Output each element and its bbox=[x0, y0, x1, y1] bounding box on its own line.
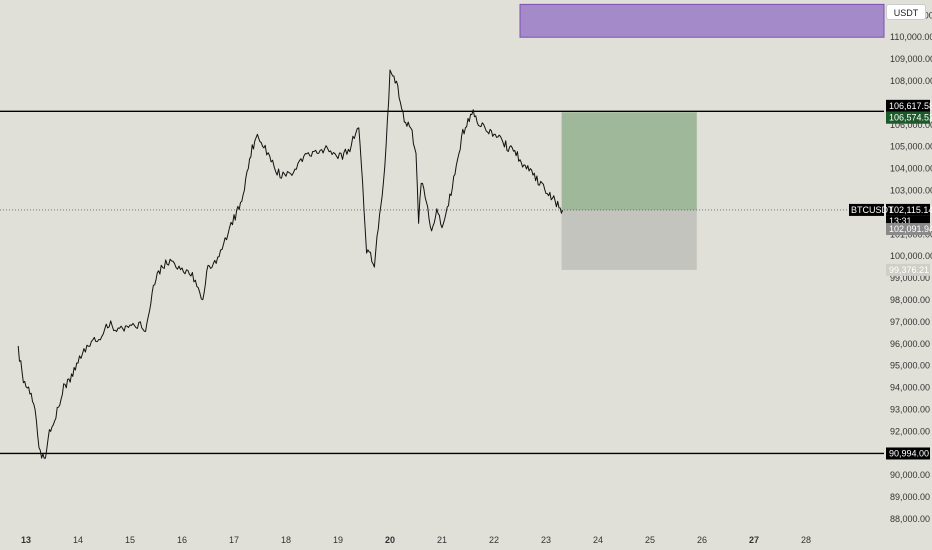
x-tick-label: 14 bbox=[73, 535, 83, 545]
countdown-bg bbox=[886, 215, 930, 226]
x-tick-label: 24 bbox=[593, 535, 603, 545]
purple-zone[interactable] bbox=[519, 3, 885, 38]
y-tick-label: 103,000.00 bbox=[890, 186, 932, 196]
y-tick-label: 105,000.00 bbox=[890, 142, 932, 152]
x-tick-label: 25 bbox=[645, 535, 655, 545]
target-tag: 106,574.52 bbox=[889, 113, 932, 123]
symbol-tag-bg bbox=[849, 203, 884, 216]
y-tick-label: 90,000.00 bbox=[890, 470, 930, 480]
target-zone[interactable] bbox=[561, 112, 697, 211]
level-tag-upper: 106,617.58 bbox=[889, 101, 932, 111]
y-tick-label: 109,000.00 bbox=[890, 54, 932, 64]
level-tag-upper-bg bbox=[886, 99, 930, 112]
y-tick-label: 95,000.00 bbox=[890, 361, 930, 371]
x-tick-label: 28 bbox=[801, 535, 811, 545]
y-tick-label: 89,000.00 bbox=[890, 492, 930, 502]
y-tick-label: 99,000.00 bbox=[890, 273, 930, 283]
x-tick-label: 22 bbox=[489, 535, 499, 545]
symbol-tag: BTCUSDT bbox=[851, 205, 894, 215]
x-tick-label: 23 bbox=[541, 535, 551, 545]
y-tick-label: 98,000.00 bbox=[890, 295, 930, 305]
y-tick-label: 94,000.00 bbox=[890, 383, 930, 393]
currency-selector[interactable]: USDT bbox=[886, 4, 926, 20]
price-series-line bbox=[17, 69, 564, 459]
y-tick-label: 108,000.00 bbox=[890, 76, 932, 86]
y-tick-label: 110,000.00 bbox=[890, 32, 932, 42]
x-tick-label: 20 bbox=[385, 535, 395, 545]
level-tag-lower: 90,994.00 bbox=[889, 448, 929, 458]
y-tick-label: 106,000.00 bbox=[890, 120, 932, 130]
y-tick-label: 104,000.00 bbox=[890, 164, 932, 174]
x-tick-label: 17 bbox=[229, 535, 239, 545]
y-tick-label: 88,000.00 bbox=[890, 514, 930, 524]
target-tag-bg bbox=[886, 111, 930, 124]
stop-tag-bg bbox=[886, 263, 930, 276]
stop-zone[interactable] bbox=[561, 210, 697, 270]
entry-tag-bg bbox=[886, 223, 930, 236]
entry-tag: 102,091.94 bbox=[889, 224, 932, 234]
countdown-label: 13:31 bbox=[889, 216, 912, 226]
x-tick-label: 21 bbox=[437, 535, 447, 545]
current-price-tag-bg bbox=[886, 203, 930, 216]
y-tick-label: 100,000.00 bbox=[890, 251, 932, 261]
y-tick-label: 96,000.00 bbox=[890, 339, 930, 349]
x-tick-label: 27 bbox=[749, 535, 759, 545]
y-tick-label: 93,000.00 bbox=[890, 405, 930, 415]
x-tick-label: 26 bbox=[697, 535, 707, 545]
current-price-tag: 102,115.14 bbox=[889, 205, 932, 215]
x-tick-label: 16 bbox=[177, 535, 187, 545]
x-tick-label: 19 bbox=[333, 535, 343, 545]
x-tick-label: 15 bbox=[125, 535, 135, 545]
stop-tag: 99,376.21 bbox=[889, 265, 929, 275]
y-tick-label: 92,000.00 bbox=[890, 426, 930, 436]
x-tick-label: 13 bbox=[21, 535, 31, 545]
level-tag-lower-bg bbox=[886, 447, 930, 460]
y-tick-label: 97,000.00 bbox=[890, 317, 930, 327]
x-tick-label: 18 bbox=[281, 535, 291, 545]
